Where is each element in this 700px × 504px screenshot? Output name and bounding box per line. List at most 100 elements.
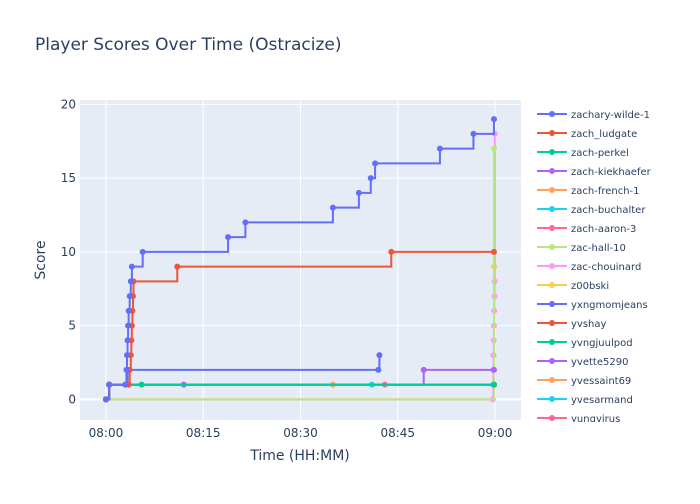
y-axis-label: Score (33, 240, 49, 279)
legend-item[interactable]: zach-perkel (537, 148, 629, 159)
data-point[interactable] (139, 248, 146, 255)
data-point[interactable] (124, 337, 131, 344)
legend-marker-swatch (549, 111, 555, 117)
legend-label: zach_ludgate (571, 129, 637, 140)
legend-item[interactable]: zach-french-1 (537, 186, 640, 197)
data-point[interactable] (127, 278, 134, 285)
legend-marker-swatch (549, 339, 555, 345)
data-point[interactable] (329, 204, 336, 211)
data-point[interactable] (102, 396, 109, 403)
data-point[interactable] (125, 307, 132, 314)
legend-item[interactable]: yungvirus (537, 414, 620, 425)
legend-label: zachary-wilde-1 (571, 110, 650, 121)
data-point[interactable] (126, 293, 133, 300)
legend-marker-swatch (549, 130, 555, 136)
data-point[interactable] (138, 381, 145, 388)
legend-label: zach-buchalter (571, 205, 646, 216)
y-tick-label: 20 (61, 97, 76, 111)
x-tick-label: 08:45 (380, 426, 415, 440)
legend-item[interactable]: zach_ludgate (537, 129, 637, 140)
legend-label: yungvirus (571, 414, 620, 425)
legend-label: zach-aaron-3 (571, 224, 636, 235)
legend-marker-swatch (549, 415, 555, 421)
legend-item[interactable]: zach-aaron-3 (537, 224, 636, 235)
legend-item[interactable]: zac-hall-10 (537, 243, 626, 254)
data-point[interactable] (123, 366, 130, 373)
legend-label: yvshay (571, 319, 607, 330)
data-point[interactable] (122, 381, 129, 388)
legend-marker-swatch (549, 225, 555, 231)
series-line[interactable] (105, 119, 495, 401)
data-point[interactable] (420, 366, 427, 373)
data-point[interactable] (106, 381, 113, 388)
legend-marker-swatch (549, 396, 555, 402)
legend-label: z00bski (571, 281, 609, 292)
legend-marker-swatch (549, 244, 555, 250)
legend-marker-swatch (549, 320, 555, 326)
legend-label: yvesarmand (571, 395, 633, 406)
series-zachary-wilde-1[interactable] (102, 116, 497, 403)
data-point[interactable] (355, 189, 362, 196)
legend-marker-swatch (549, 187, 555, 193)
data-point[interactable] (470, 130, 477, 137)
data-point[interactable] (124, 352, 131, 359)
legend-label: yvette5290 (571, 357, 628, 368)
data-point[interactable] (174, 263, 181, 270)
chart-title: Player Scores Over Time (Ostracize) (35, 35, 342, 55)
legend-label: zach-perkel (571, 148, 629, 159)
legend-marker-swatch (549, 377, 555, 383)
legend-item[interactable]: yvngjuulpod (537, 338, 633, 349)
legend-item[interactable]: yxngmomjeans (537, 300, 648, 311)
data-point[interactable] (490, 366, 497, 373)
series-line[interactable] (105, 148, 495, 401)
data-point[interactable] (367, 175, 374, 182)
data-point[interactable] (128, 263, 135, 270)
legend-marker-swatch (549, 358, 555, 364)
data-point[interactable] (372, 160, 379, 167)
legend-item[interactable]: zac-chouinard (537, 262, 641, 273)
legend-marker-swatch (549, 206, 555, 212)
data-point[interactable] (242, 219, 249, 226)
legend-label: zach-french-1 (571, 186, 640, 197)
legend-marker-swatch (549, 263, 555, 269)
legend-label: zac-chouinard (571, 262, 641, 273)
data-point[interactable] (490, 145, 497, 152)
data-point[interactable] (388, 248, 395, 255)
x-tick-label: 08:30 (283, 426, 318, 440)
legend-label: zac-hall-10 (571, 243, 626, 254)
x-tick-label: 09:00 (478, 426, 513, 440)
legend-label: yxngmomjeans (571, 300, 648, 311)
data-point[interactable] (375, 366, 382, 373)
data-point[interactable] (490, 116, 497, 123)
data-point[interactable] (490, 248, 497, 255)
data-point[interactable] (125, 322, 132, 329)
legend-item[interactable]: yvessaint69 (537, 376, 631, 387)
x-tick-label: 08:15 (186, 426, 221, 440)
data-point[interactable] (436, 145, 443, 152)
legend-item[interactable]: yvesarmand (537, 395, 633, 406)
y-tick-label: 5 (68, 319, 76, 333)
legend-item[interactable]: zach-kiekhaefer (537, 167, 652, 178)
x-tick-label: 08:00 (89, 426, 124, 440)
legend-item[interactable]: yvette5290 (537, 357, 628, 368)
legend-label: yvessaint69 (571, 376, 631, 387)
legend-item[interactable]: yvshay (537, 319, 607, 330)
data-point[interactable] (225, 234, 232, 241)
y-tick-label: 0 (68, 392, 76, 406)
y-tick-label: 15 (61, 171, 76, 185)
legend-item[interactable]: z00bski (537, 281, 609, 292)
legend-item[interactable]: zachary-wilde-1 (537, 110, 650, 121)
legend[interactable]: zachary-wilde-1 zach_ludgate zach-perkel za… (537, 110, 652, 425)
legend-marker-swatch (549, 301, 555, 307)
data-point[interactable] (376, 352, 383, 359)
legend-label: zach-kiekhaefer (571, 167, 652, 178)
data-point[interactable] (490, 381, 497, 388)
legend-marker-swatch (549, 149, 555, 155)
x-axis-label: Time (HH:MM) (249, 448, 350, 464)
legend-label: yvngjuulpod (571, 338, 633, 349)
y-tick-label: 10 (61, 245, 76, 259)
legend-item[interactable]: zach-buchalter (537, 205, 646, 216)
legend-marker-swatch (549, 282, 555, 288)
